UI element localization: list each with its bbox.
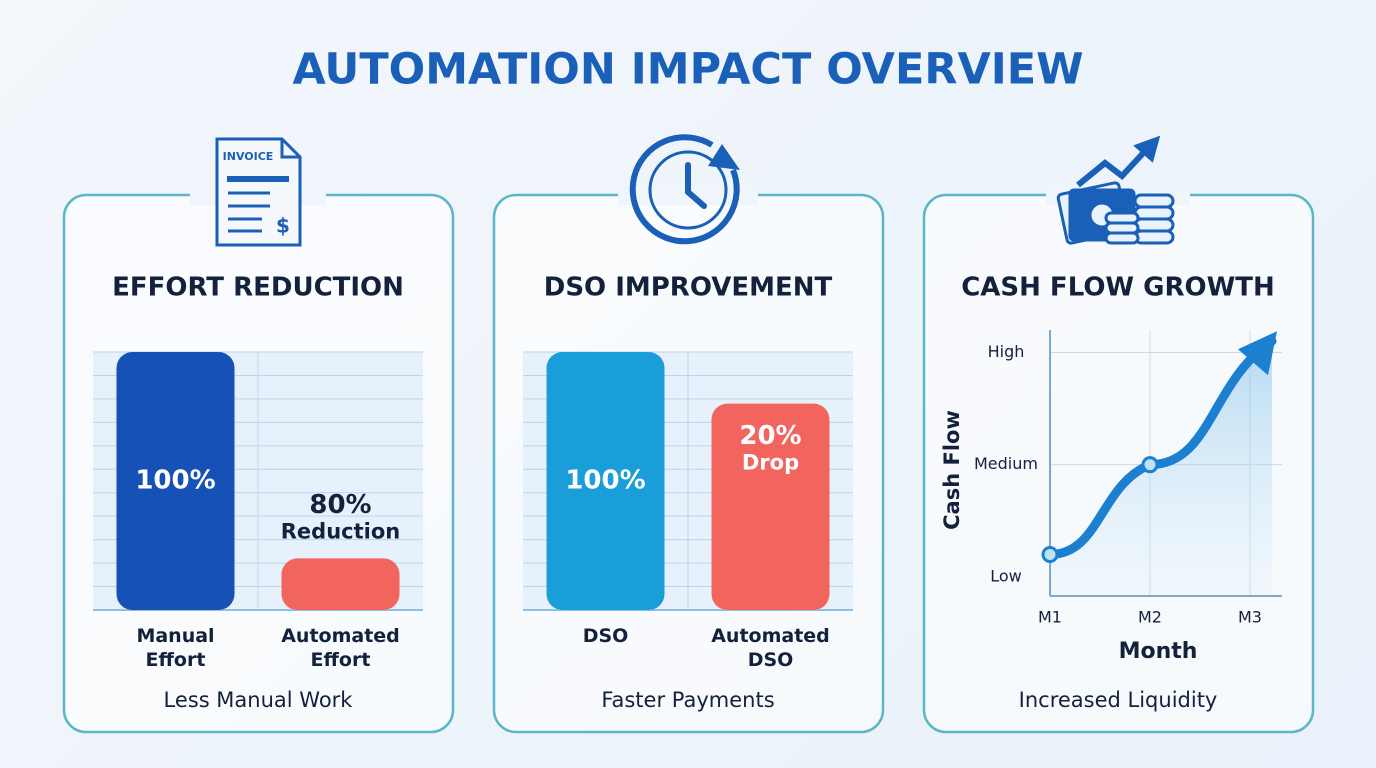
x-tick-label: Automated Effort: [281, 625, 400, 671]
invoice-icon: INVOICE $: [215, 137, 302, 247]
page-title: AUTOMATION IMPACT OVERVIEW: [292, 45, 1083, 95]
caption: Faster Payments: [601, 688, 774, 712]
bar-annotation: Drop: [742, 451, 799, 475]
x-tick-label: Manual Effort: [136, 625, 215, 671]
y-tick-label: High: [988, 342, 1025, 361]
chart-title: DSO IMPROVEMENT: [544, 273, 833, 303]
point: [1141, 456, 1159, 474]
bar: [546, 352, 665, 610]
bar-annotation: Reduction: [281, 519, 400, 543]
bar: [281, 558, 400, 610]
point: [1041, 545, 1059, 563]
y-tick-label: Medium: [974, 454, 1038, 473]
area: [1050, 341, 1272, 596]
x-tick-label: M1: [1038, 608, 1062, 627]
x-tick-label: DSO: [582, 625, 629, 647]
bar-annotation: 100%: [135, 466, 215, 496]
chart-title: EFFORT REDUCTION: [112, 273, 404, 303]
y-axis-label: Cash Flow: [940, 410, 964, 530]
x-tick-label: Automated DSO: [711, 625, 830, 671]
bar: [711, 403, 830, 610]
bar: [116, 352, 235, 610]
x-tick-label: M3: [1238, 608, 1262, 627]
y-tick-label: Low: [990, 566, 1022, 585]
chart-title: CASH FLOW GROWTH: [961, 273, 1275, 303]
bar-annotation: 100%: [565, 466, 645, 496]
x-axis-label: Month: [1119, 639, 1198, 664]
clock-icon: [629, 134, 740, 245]
invoice-label: INVOICE: [223, 150, 274, 163]
arrow-head: [1238, 331, 1277, 376]
x-tick-label: M2: [1138, 608, 1162, 627]
invoice-symbol: $: [276, 214, 290, 238]
caption: Increased Liquidity: [1019, 688, 1218, 712]
bar-annotation: 80%: [309, 490, 371, 520]
money-icon: [1056, 135, 1175, 245]
bar-annotation: 20%: [739, 421, 801, 451]
caption: Less Manual Work: [164, 688, 354, 712]
